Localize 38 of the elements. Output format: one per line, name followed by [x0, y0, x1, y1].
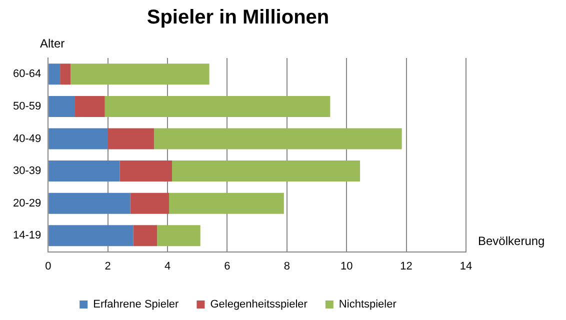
bar	[130, 192, 170, 214]
y-tick-label: 60-64	[12, 68, 42, 80]
bar	[48, 128, 108, 150]
bar	[104, 96, 330, 117]
y-tick-label: 30-39	[12, 165, 42, 178]
legend-label: Erfahrene Spieler	[93, 298, 180, 311]
y-tick-label: 14-19	[12, 230, 42, 242]
legend-label: Gelegenheitsspieler	[210, 298, 308, 311]
y-axis-title: Alter	[40, 36, 65, 50]
bar	[133, 225, 158, 246]
x-tick-label: 14	[460, 260, 472, 272]
y-tick-label: 40-49	[12, 132, 42, 145]
bar	[108, 128, 154, 150]
bar	[60, 64, 71, 85]
bar	[172, 160, 360, 182]
bar	[48, 192, 130, 214]
legend-label: Nichtspieler	[338, 298, 397, 311]
bar	[48, 225, 134, 246]
x-tick-label: 6	[224, 260, 230, 272]
bar	[48, 96, 75, 117]
bar	[120, 160, 172, 182]
bar	[169, 192, 284, 214]
x-axis-title: Bevölkerung	[478, 234, 545, 248]
bar	[154, 128, 402, 150]
bar	[157, 225, 200, 246]
bar	[48, 160, 120, 182]
y-tick-label: 50-59	[12, 100, 42, 112]
bar	[74, 96, 105, 117]
chart-title: Spieler in Millionen	[146, 6, 330, 29]
bar	[70, 64, 210, 85]
x-tick-label: 10	[340, 260, 353, 272]
y-tick-label: 20-29	[12, 197, 42, 210]
x-tick-label: 0	[45, 260, 52, 272]
x-tick-label: 8	[284, 260, 290, 272]
x-tick-label: 4	[164, 260, 171, 272]
x-tick-label: 2	[104, 260, 111, 272]
x-tick-label: 12	[400, 260, 412, 272]
bar	[48, 64, 60, 85]
